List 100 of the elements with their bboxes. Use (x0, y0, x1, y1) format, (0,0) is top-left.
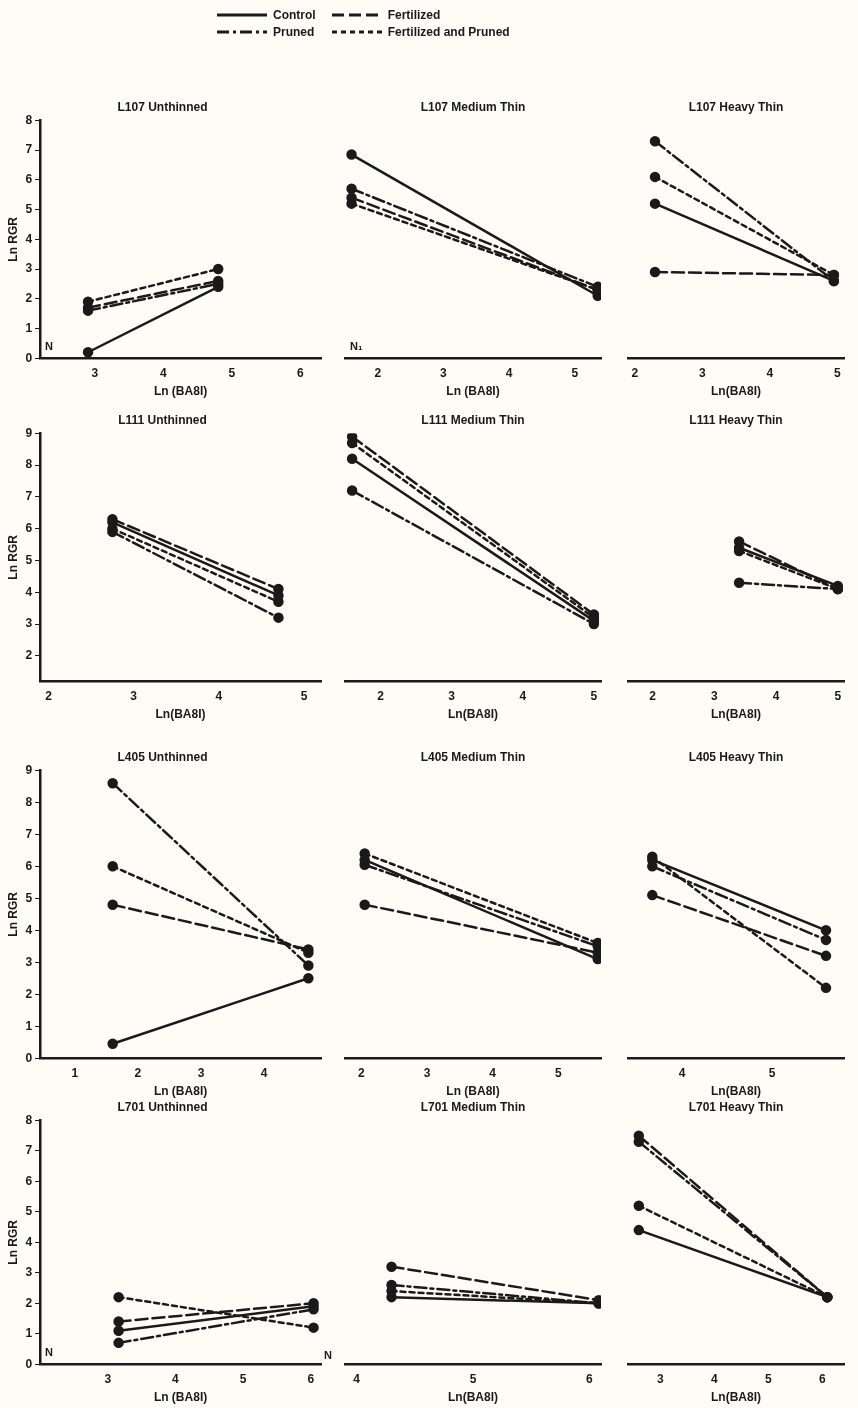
y-tick-label: 4 (25, 1234, 33, 1249)
x-axis-title: Ln(BA8I) (448, 1390, 498, 1405)
text: N (324, 1349, 332, 1362)
y-tick-label: 2 (25, 648, 33, 663)
x-axis-title: Ln (BA8I) (153, 1084, 208, 1099)
x-axis-title: Ln(BA8I) (711, 1084, 761, 1099)
legend-label: Fertilized and Pruned (387, 25, 510, 39)
y-tick-label: 4 (25, 922, 33, 937)
x-axis-title: Ln(BA8I) (711, 384, 761, 399)
x-tick-label: 6 (307, 1371, 315, 1386)
legend-label: Control (273, 8, 316, 22)
y-tick-label: 8 (25, 1112, 33, 1127)
chart-title: L107 Medium Thin (420, 99, 526, 114)
x-tick-label: 2 (134, 1065, 142, 1080)
y-tick-label: 3 (25, 1265, 33, 1280)
x-tick-label: 4 (766, 365, 774, 380)
y-tick-label: 0 (25, 350, 33, 365)
chart-title: L107 Unthinned (117, 99, 208, 114)
y-tick-label: 4 (25, 584, 33, 599)
y-tick-label: 6 (25, 1173, 33, 1188)
y-tick-label: 1 (25, 1018, 33, 1033)
y-axis-title: Ln RGR (5, 534, 20, 580)
y-tick-label: 2 (25, 1295, 33, 1310)
y-tick-label: 9 (25, 762, 33, 777)
y-tick-label: 8 (25, 457, 33, 472)
x-tick-label: 3 (423, 1065, 431, 1080)
y-tick-label: 7 (25, 142, 33, 157)
x-axis-title: Ln(BA8I) (711, 707, 761, 722)
x-tick-label: 4 (353, 1371, 361, 1386)
x-tick-label: 5 (571, 365, 579, 380)
x-tick-label: 3 (698, 365, 706, 380)
chart-title: L405 Medium Thin (420, 749, 526, 764)
chart-title: L701 Unthinned (117, 1099, 208, 1114)
y-tick-label: 1 (25, 320, 33, 335)
y-tick-label: 8 (25, 794, 33, 809)
x-tick-label: 4 (678, 1065, 686, 1080)
y-axis-title: Ln RGR (5, 1219, 20, 1265)
x-tick-label: 5 (590, 688, 598, 703)
y-tick-label: 3 (25, 261, 33, 276)
y-tick-label: 6 (25, 858, 33, 873)
x-tick-label: 3 (197, 1065, 205, 1080)
x-tick-label: 4 (772, 688, 780, 703)
x-tick-label: 4 (260, 1065, 268, 1080)
x-tick-label: 6 (297, 365, 305, 380)
y-tick-label: 5 (25, 890, 33, 905)
x-tick-label: 4 (519, 688, 527, 703)
x-tick-label: 6 (819, 1371, 827, 1386)
chart-title: L111 Unthinned (118, 412, 207, 427)
y-tick-label: 7 (25, 489, 33, 504)
y-tick-label: 2 (25, 291, 33, 306)
y-tick-label: 3 (25, 616, 33, 631)
x-tick-label: 2 (631, 365, 639, 380)
y-axis-title: Ln RGR (5, 216, 20, 262)
x-tick-label: 4 (172, 1371, 180, 1386)
x-axis-title: Ln(BA8I) (448, 707, 498, 722)
chart-title: L701 Medium Thin (420, 1099, 526, 1114)
chart-title: L111 Heavy Thin (689, 412, 783, 427)
y-tick-label: 5 (25, 1204, 33, 1219)
x-tick-label: 2 (649, 688, 657, 703)
x-tick-label: 3 (91, 365, 99, 380)
x-tick-label: 4 (505, 365, 513, 380)
x-tick-label: 3 (130, 688, 138, 703)
y-tick-label: 4 (25, 231, 33, 246)
chart-title: L405 Heavy Thin (688, 749, 784, 764)
y-tick-label: 0 (25, 1356, 33, 1371)
y-tick-label: 9 (25, 425, 33, 440)
y-axis-title: Ln RGR (5, 891, 20, 937)
y-tick-label: 6 (25, 521, 33, 536)
x-tick-label: 5 (765, 1371, 773, 1386)
x-tick-label: 5 (228, 365, 236, 380)
x-tick-label: 6 (586, 1371, 594, 1386)
x-tick-label: 3 (657, 1371, 665, 1386)
x-tick-label: 3 (104, 1371, 112, 1386)
y-tick-label: 3 (25, 954, 33, 969)
x-tick-label: 4 (711, 1371, 719, 1386)
x-tick-label: 3 (711, 688, 719, 703)
x-tick-label: 4 (160, 365, 168, 380)
x-tick-label: 5 (834, 688, 842, 703)
y-tick-label: 8 (25, 112, 33, 127)
y-tick-label: 2 (25, 986, 33, 1001)
y-tick-label: 5 (25, 201, 33, 216)
x-axis-title: Ln(BA8I) (155, 707, 206, 722)
x-tick-label: 2 (358, 1065, 366, 1080)
x-tick-label: 4 (215, 688, 223, 703)
annotation: N₁ (350, 340, 363, 353)
chart-title: L701 Heavy Thin (688, 1099, 784, 1114)
x-tick-label: 2 (45, 688, 53, 703)
x-tick-label: 5 (300, 688, 308, 703)
x-tick-label: 5 (833, 365, 841, 380)
x-tick-label: 5 (768, 1065, 776, 1080)
x-tick-label: 3 (448, 688, 456, 703)
x-tick-label: 4 (489, 1065, 497, 1080)
x-axis-title: Ln (BA8I) (446, 1084, 500, 1099)
x-axis-title: Ln(BA8I) (711, 1390, 761, 1405)
x-tick-label: 5 (554, 1065, 562, 1080)
chart-title: L107 Heavy Thin (688, 99, 784, 114)
x-tick-label: 2 (374, 365, 382, 380)
y-tick-label: 6 (25, 172, 33, 187)
x-tick-label: 2 (377, 688, 385, 703)
y-tick-label: 0 (25, 1050, 33, 1065)
